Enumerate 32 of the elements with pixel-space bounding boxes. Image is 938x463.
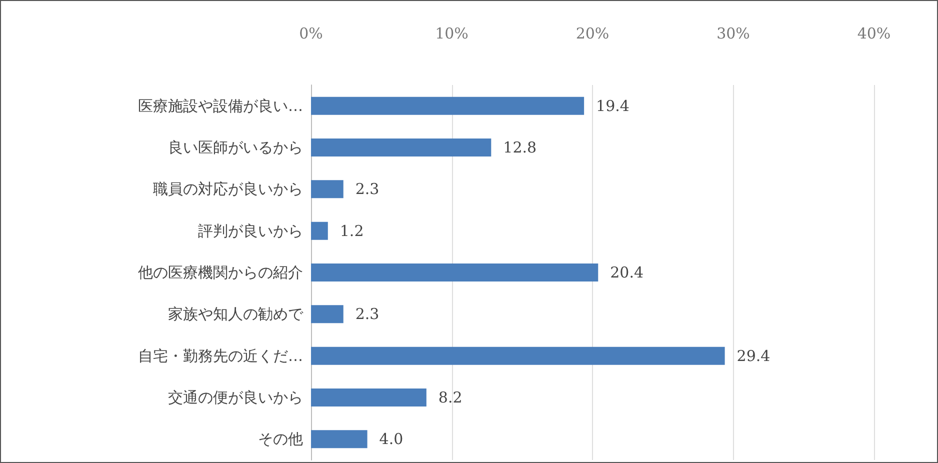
- y-tick-label: 職員の対応が良いから: [153, 180, 303, 198]
- bar: [311, 96, 584, 115]
- bar: [311, 264, 598, 282]
- data-label: 1.2: [340, 222, 364, 240]
- y-tick-label: 他の医療機関からの紹介: [138, 264, 303, 282]
- bar: [311, 180, 344, 198]
- y-tick-label: その他: [258, 430, 303, 448]
- bar: [311, 346, 725, 365]
- x-tick-label: 40%: [857, 24, 891, 42]
- bar: [311, 305, 344, 324]
- data-label: 4.0: [379, 430, 404, 448]
- x-tick-label: 20%: [576, 24, 610, 42]
- data-label: 20.4: [610, 264, 644, 282]
- data-label: 29.4: [736, 346, 770, 365]
- data-label: 8.2: [438, 388, 462, 406]
- y-tick-label: 医療施設や設備が良い…: [138, 96, 303, 115]
- data-label: 2.3: [355, 180, 380, 198]
- x-tick-label: 0%: [299, 24, 323, 42]
- x-tick-label: 10%: [435, 24, 468, 42]
- y-tick-label: 家族や知人の勧めで: [168, 305, 304, 324]
- bar: [311, 222, 328, 240]
- x-tick-label: 30%: [716, 24, 750, 42]
- data-label: 12.8: [503, 138, 537, 156]
- y-tick-label: 自宅・勤務先の近くだ…: [138, 346, 303, 365]
- bar: [311, 430, 368, 448]
- y-tick-label: 良い医師がいるから: [168, 138, 303, 156]
- bar: [311, 388, 426, 406]
- bar: [311, 138, 492, 156]
- y-tick-label: 評判が良いから: [198, 222, 303, 240]
- y-tick-label: 交通の便が良いから: [168, 388, 303, 406]
- data-label: 19.4: [596, 96, 630, 115]
- data-label: 2.3: [355, 305, 380, 324]
